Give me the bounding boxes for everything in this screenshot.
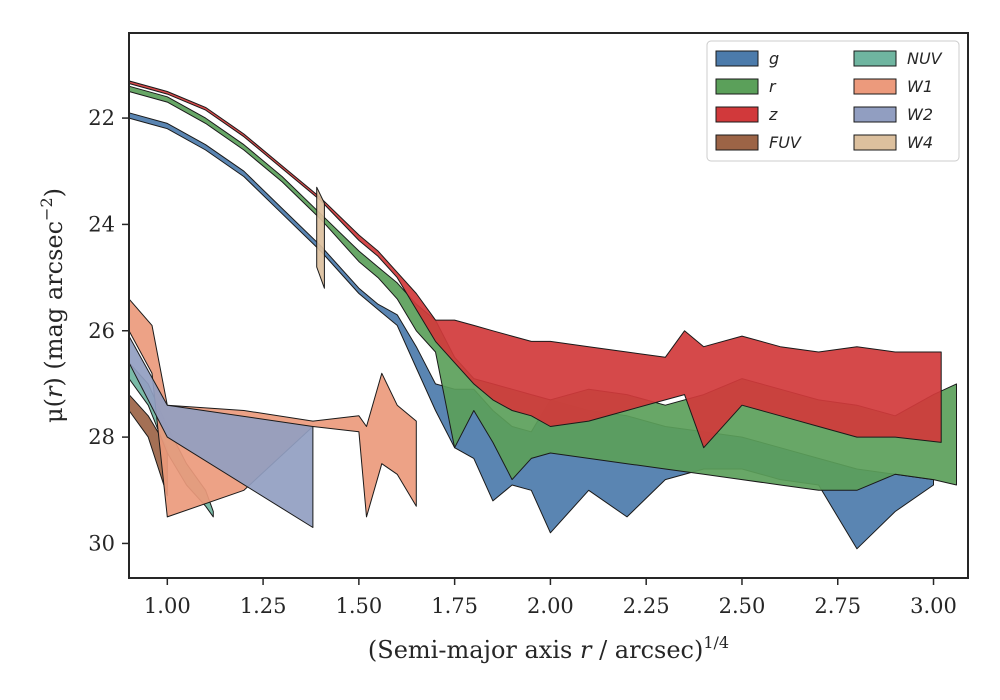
y-tick-label: 30 [88, 531, 115, 555]
legend-swatch-nuv [853, 50, 897, 67]
x-tick-label: 2.00 [527, 594, 574, 618]
y-axis-label: μ(r) (mag arcsec−2) [37, 188, 68, 423]
legend-swatch-fuv [715, 134, 759, 151]
legend-label-z: z [768, 105, 778, 124]
chart-bands [128, 80, 957, 550]
x-tick-label: 1.75 [431, 594, 478, 618]
x-axis-ticks: 1.00 1.25 1.50 1.75 2.00 2.25 2.50 2.75 3.00 [144, 578, 957, 618]
legend-swatch-w4 [853, 134, 897, 151]
legend-label-g: g [769, 49, 779, 68]
legend-label-w4: W4 [907, 133, 933, 152]
x-tick-label: 2.75 [814, 594, 861, 618]
band-w1 [128, 298, 417, 518]
legend-swatch-z [715, 106, 759, 123]
y-tick-label: 28 [88, 425, 115, 449]
x-axis-label: (Semi-major axis r / arcsec)1/4 [368, 633, 729, 664]
legend-swatch-r [715, 78, 759, 95]
y-tick-label: 22 [88, 106, 115, 130]
x-tick-label: 1.00 [144, 594, 191, 618]
legend-label-r: r [769, 77, 777, 96]
legend-swatch-w2 [853, 106, 897, 123]
legend-label-nuv: NUV [907, 49, 943, 68]
band-z [128, 80, 942, 449]
x-tick-label: 3.00 [910, 594, 957, 618]
x-tick-label: 1.50 [335, 594, 382, 618]
legend-swatch-w1 [853, 78, 897, 95]
legend-swatch-g [715, 50, 759, 67]
y-axis-ticks: 22 24 26 28 30 [88, 106, 129, 555]
legend: grz FUV NUV W1 W2 W4 [706, 40, 960, 162]
legend-label-w1: W1 [907, 77, 933, 96]
band-w4 [316, 186, 325, 289]
y-tick-label: 24 [88, 212, 115, 236]
x-tick-label: 1.25 [240, 594, 287, 618]
legend-label-w2: W2 [907, 105, 933, 124]
legend-box [706, 40, 960, 162]
legend-label-fuv: FUV [769, 133, 802, 152]
plot-frame [128, 32, 969, 579]
x-tick-label: 2.50 [719, 594, 766, 618]
x-tick-label: 2.25 [623, 594, 670, 618]
y-tick-label: 26 [88, 319, 115, 343]
